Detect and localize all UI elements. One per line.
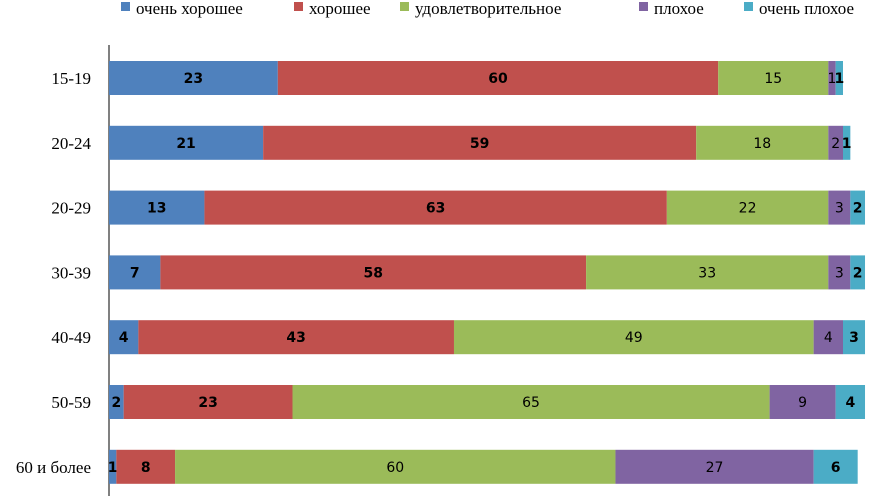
data-label: 33 — [698, 265, 716, 281]
bar-segment — [123, 385, 293, 419]
data-label: 3 — [835, 201, 844, 217]
bar-segment — [175, 449, 616, 484]
bar-segment — [109, 61, 278, 95]
legend-swatch-1 — [294, 2, 303, 11]
data-label: 8 — [141, 460, 151, 476]
data-label: 63 — [426, 201, 445, 217]
bar-segment — [828, 125, 843, 160]
data-label: 23 — [198, 395, 217, 411]
legend-swatch-0 — [121, 2, 130, 11]
bar-segment — [116, 449, 176, 484]
data-label: 27 — [706, 460, 724, 476]
data-label: 18 — [753, 136, 771, 152]
data-label: 22 — [739, 201, 757, 217]
legend-swatch-2 — [400, 2, 409, 11]
bar-segment — [835, 385, 866, 419]
bar-segment — [453, 320, 814, 355]
category-label: 20-24 — [51, 134, 91, 153]
data-label: 60 — [386, 460, 404, 476]
legend-label-3: плохое — [654, 0, 704, 18]
data-label: 1 — [108, 460, 118, 476]
bar-segment — [828, 61, 836, 95]
data-label: 23 — [184, 71, 203, 87]
legend-label-0: очень хорошее — [136, 0, 243, 18]
bar-segment — [204, 190, 667, 225]
data-label: 59 — [470, 136, 489, 152]
bar-segment — [828, 255, 851, 290]
bar-segment — [696, 125, 829, 160]
bar-segment — [843, 320, 866, 355]
bar-segment — [263, 125, 697, 160]
data-label: 2 — [853, 201, 863, 217]
category-label: 50-59 — [51, 393, 91, 412]
category-label: 40-49 — [51, 328, 91, 347]
data-label: 43 — [286, 330, 305, 346]
data-label: 6 — [831, 460, 841, 476]
data-label: 4 — [119, 330, 129, 346]
data-label: 49 — [625, 330, 643, 346]
category-label: 20-29 — [51, 199, 91, 218]
data-label: 58 — [363, 265, 382, 281]
legend-swatch-3 — [639, 2, 648, 11]
bar-segment — [828, 190, 851, 225]
category-label: 60 и более — [16, 458, 91, 477]
data-label: 4 — [845, 395, 855, 411]
data-label: 3 — [835, 265, 844, 281]
bar-segment — [160, 255, 587, 290]
bar-segment — [769, 385, 836, 419]
data-label: 1 — [828, 71, 837, 87]
bar-segment — [109, 449, 117, 484]
data-label: 2 — [853, 265, 863, 281]
bar-segment — [292, 385, 770, 419]
bar-segment — [813, 320, 843, 355]
data-label: 1 — [842, 136, 852, 152]
bar-segment — [277, 61, 719, 95]
bar-segment — [718, 61, 829, 95]
bar-segment — [109, 320, 139, 355]
data-label: 2 — [831, 136, 840, 152]
bar-segment — [615, 449, 814, 484]
legend-label-4: очень плохое — [759, 0, 854, 18]
bar-segment — [138, 320, 454, 355]
bar-segment — [586, 255, 829, 290]
bar-segment — [850, 190, 866, 225]
bar-segment — [109, 385, 124, 419]
data-label: 9 — [798, 395, 807, 411]
bar-segment — [850, 255, 866, 290]
data-label: 15 — [764, 71, 782, 87]
category-label: 30-39 — [51, 263, 91, 282]
data-label: 4 — [824, 330, 833, 346]
bar-segment — [843, 125, 851, 160]
data-label: 7 — [130, 265, 140, 281]
legend-swatch-4 — [744, 2, 753, 11]
category-label: 15-19 — [51, 69, 91, 88]
bar-segment — [109, 190, 205, 225]
legend-label-1: хорошее — [309, 0, 371, 18]
bar-segment — [835, 61, 843, 95]
data-label: 3 — [849, 330, 859, 346]
data-label: 60 — [488, 71, 508, 87]
bar-segment — [813, 449, 858, 484]
data-label: 2 — [111, 395, 121, 411]
bar-segment — [109, 255, 161, 290]
data-label: 21 — [176, 136, 195, 152]
bar-segment — [109, 125, 264, 160]
bar-segment — [666, 190, 829, 225]
data-label: 1 — [834, 71, 844, 87]
chart-legend: очень хорошее хорошее удовлетворительное пл… — [121, 0, 854, 18]
data-label: 65 — [522, 395, 540, 411]
data-label: 13 — [147, 201, 166, 217]
legend-label-2: удовлетворительное — [415, 0, 561, 18]
